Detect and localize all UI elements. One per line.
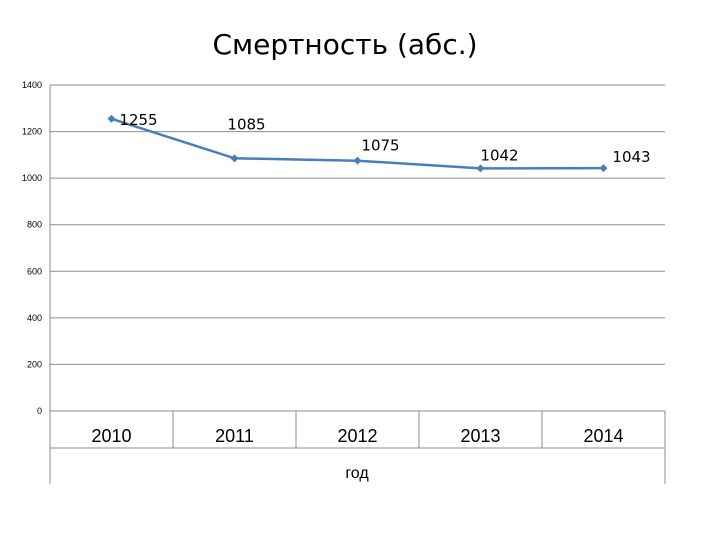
y-tick-labels: 0 200 400 600 800 1000 1200 1400 <box>22 80 42 416</box>
data-point-marker <box>230 154 239 163</box>
x-tick-label: 2011 <box>215 426 254 446</box>
x-axis-label: год <box>345 465 369 482</box>
x-tick-label: 2012 <box>337 426 377 446</box>
gridlines <box>50 84 665 412</box>
data-labels: 1255 1085 1075 1042 1043 <box>119 111 650 166</box>
y-tick-label: 1200 <box>22 127 42 137</box>
y-tick-label: 1000 <box>22 173 42 183</box>
y-tick-label: 400 <box>27 313 42 323</box>
data-point-marker <box>476 164 485 173</box>
series-markers <box>107 114 608 173</box>
axes <box>49 85 666 484</box>
y-tick-label: 600 <box>27 266 42 276</box>
data-point-marker <box>107 114 116 123</box>
y-tick-label: 800 <box>27 220 42 230</box>
data-label: 1042 <box>480 146 518 164</box>
x-tick-labels: 2010 2011 2012 2013 2014 <box>91 426 623 446</box>
y-tick-label: 200 <box>27 359 42 369</box>
data-label: 1043 <box>612 148 650 166</box>
data-point-marker <box>353 156 362 165</box>
x-tick-label: 2013 <box>460 426 500 446</box>
x-tick-label: 2014 <box>583 426 623 446</box>
data-label: 1075 <box>361 137 399 155</box>
x-tick-label: 2010 <box>91 426 131 446</box>
data-label: 1255 <box>119 111 157 129</box>
y-tick-label: 1400 <box>22 80 42 90</box>
data-point-marker <box>599 164 608 173</box>
data-label: 1085 <box>227 115 265 133</box>
chart-title: Смертность (абс.) <box>212 28 478 61</box>
y-tick-label: 0 <box>37 406 42 416</box>
